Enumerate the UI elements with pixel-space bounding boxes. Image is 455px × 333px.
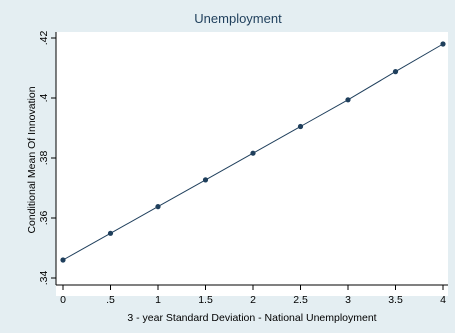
data-point xyxy=(202,177,209,183)
x-tick-label: 1.5 xyxy=(198,294,213,306)
x-tick-label: 3.5 xyxy=(388,294,403,306)
data-point xyxy=(345,97,351,103)
y-tick-label: .38 xyxy=(38,151,50,166)
plot-area xyxy=(56,32,448,296)
x-tick-label: 0 xyxy=(60,294,66,306)
y-tick-label: .42 xyxy=(38,31,50,46)
data-point xyxy=(392,69,399,75)
y-tick-label: .36 xyxy=(38,211,50,226)
x-tick-label: 1 xyxy=(155,294,161,306)
data-point xyxy=(155,204,161,210)
data-point xyxy=(60,257,66,263)
series xyxy=(60,41,446,263)
x-tick-label: .5 xyxy=(106,294,115,306)
data-point xyxy=(250,150,256,156)
y-axis-label: Conditional Mean Of Innovation xyxy=(26,86,38,233)
x-axis-label: 3 - year Standard Deviation - National U… xyxy=(127,312,376,324)
x-tick-label: 4 xyxy=(440,294,446,306)
y-tick-label: .34 xyxy=(38,271,50,286)
x-tick-label: 2 xyxy=(250,294,256,306)
data-point xyxy=(440,41,446,47)
chart-title: Unemployment xyxy=(194,11,282,26)
data-point xyxy=(107,230,114,236)
x-ticks: 0 .5 1 1.5 2 2.5 3 3.5 4 xyxy=(60,285,446,306)
y-ticks: .34 .36 .38 .4 .42 xyxy=(38,31,56,286)
x-tick-label: 2.5 xyxy=(293,294,308,306)
data-point xyxy=(297,123,304,130)
y-tick-label: .4 xyxy=(38,93,50,102)
x-tick-label: 3 xyxy=(345,294,351,306)
